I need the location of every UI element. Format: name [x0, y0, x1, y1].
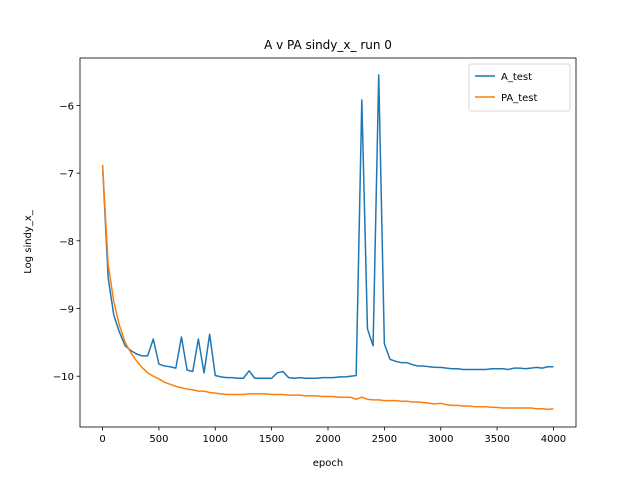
y-tick-label: −9: [59, 305, 74, 316]
y-tick-label: −6: [59, 101, 74, 112]
y-tick-label: −8: [59, 237, 74, 248]
x-tick-label: 4000: [541, 434, 566, 445]
series-line-pa-test: [101, 164, 554, 411]
x-tick-label: 1000: [203, 434, 228, 445]
y-axis: −10 −9 −8 −7 −6: [53, 101, 80, 383]
x-tick-label: 0: [99, 434, 105, 445]
x-tick-label: 500: [149, 434, 168, 445]
y-tick-label: −10: [53, 372, 74, 383]
x-tick-label: 1500: [259, 434, 284, 445]
legend-label: A_test: [501, 72, 532, 83]
y-tick-label: −7: [59, 169, 74, 180]
legend: A_test PA_test: [468, 63, 571, 112]
legend-label: PA_test: [501, 93, 538, 104]
chart-title: A v PA sindy_x_ run 0: [264, 38, 392, 52]
x-tick-label: 2000: [315, 434, 340, 445]
y-axis-label: Log sindy_x_: [23, 209, 34, 274]
x-tick-label: 2500: [372, 434, 397, 445]
plot-area: [101, 74, 554, 411]
series-line-a-test: [101, 74, 554, 379]
x-axis: 0 500 1000 1500 2000 2500 3000 3500 4000: [99, 427, 566, 445]
x-axis-label: epoch: [313, 458, 343, 469]
x-tick-label: 3500: [484, 434, 509, 445]
x-tick-label: 3000: [428, 434, 453, 445]
